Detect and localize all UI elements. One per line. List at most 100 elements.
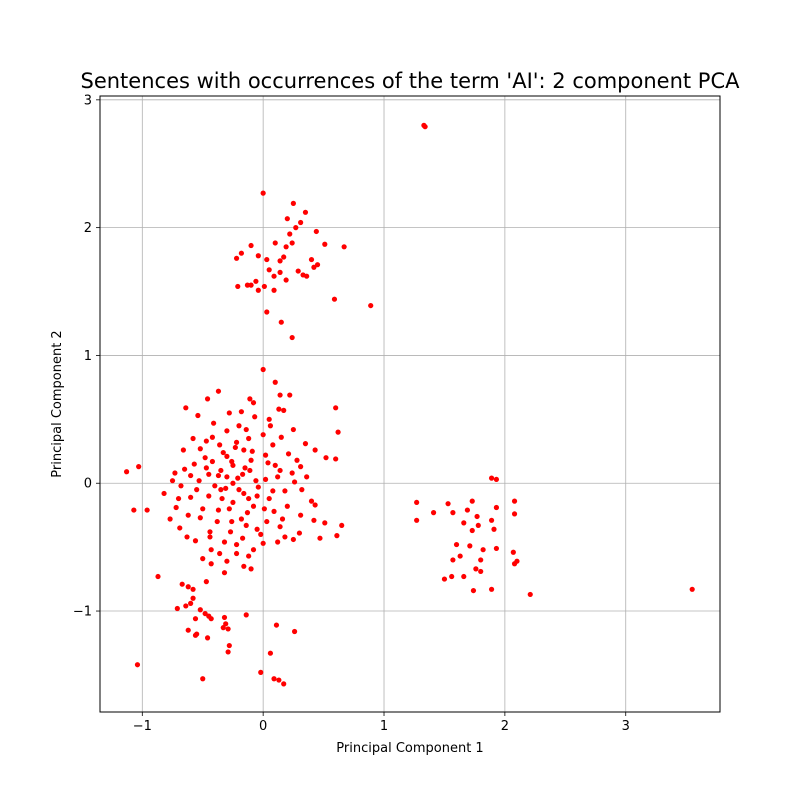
- scatter-point: [281, 254, 287, 260]
- scatter-point: [414, 517, 420, 523]
- scatter-point: [233, 550, 240, 557]
- scatter-point: [220, 625, 226, 631]
- scatter-point: [449, 573, 455, 580]
- scatter-point: [302, 209, 309, 215]
- scatter-point: [188, 472, 194, 479]
- scatter-point: [229, 518, 235, 525]
- scatter-point: [250, 400, 257, 406]
- scatter-point: [161, 490, 167, 497]
- scatter-point: [311, 264, 317, 270]
- scatter-point: [185, 512, 191, 518]
- scatter-point: [450, 510, 456, 516]
- scatter-point: [230, 499, 236, 506]
- scatter-point: [215, 388, 222, 394]
- scatter-point: [233, 439, 240, 445]
- scatter-point: [253, 278, 259, 284]
- scatter-point: [225, 649, 231, 655]
- scatter-point: [277, 392, 283, 398]
- scatter-point: [217, 442, 223, 448]
- scatter-point: [289, 240, 295, 246]
- scatter-point: [272, 379, 278, 385]
- scatter-point: [246, 553, 252, 559]
- scatter-point: [258, 669, 264, 675]
- scatter-point: [224, 474, 230, 480]
- scatter-point: [277, 258, 283, 264]
- scatter-point: [414, 499, 420, 506]
- scatter-point: [255, 484, 261, 490]
- scatter-point: [224, 558, 230, 564]
- scatter-point: [527, 591, 533, 598]
- scatter-point: [322, 520, 328, 526]
- scatter-point: [248, 242, 254, 249]
- scatter-point: [475, 522, 481, 529]
- scatter-point: [276, 677, 282, 683]
- scatter-point: [243, 426, 249, 433]
- scatter-point: [226, 410, 232, 416]
- grid-lines: [100, 96, 720, 712]
- scatter-point: [221, 539, 228, 545]
- scatter-point: [195, 412, 201, 419]
- scatter-point: [467, 543, 473, 549]
- scatter-point: [200, 556, 206, 562]
- scatter-point: [223, 621, 229, 627]
- scatter-point: [290, 426, 296, 433]
- scatter-point: [421, 122, 427, 128]
- scatter-point: [246, 435, 252, 442]
- scatter-point: [215, 507, 222, 513]
- scatter-point: [331, 296, 338, 302]
- scatter-point: [261, 506, 267, 512]
- scatter-point: [311, 517, 317, 523]
- scatter-point: [282, 488, 288, 494]
- scatter-point: [226, 642, 232, 649]
- scatter-point: [261, 283, 267, 290]
- y-axis-label: Principal Component 2: [50, 330, 65, 477]
- scatter-point: [308, 498, 315, 504]
- scatter-point: [284, 503, 290, 509]
- plot-frame: [99, 95, 721, 713]
- scatter-point: [206, 471, 212, 477]
- scatter-point: [445, 501, 451, 507]
- scatter-point: [218, 487, 224, 493]
- scatter-point: [457, 553, 463, 559]
- scatter-point: [260, 366, 266, 373]
- scatter-point: [304, 273, 310, 279]
- scatter-point: [167, 516, 173, 522]
- scatter-point: [144, 507, 150, 513]
- x-tick-label: 3: [622, 719, 630, 734]
- scatter-point: [271, 273, 277, 279]
- scatter-point: [271, 508, 277, 514]
- scatter-point: [308, 256, 315, 263]
- scatter-point: [178, 483, 184, 489]
- data-points: [123, 122, 695, 687]
- scatter-point: [190, 586, 196, 592]
- scatter-point: [240, 535, 246, 541]
- scatter-point: [255, 253, 261, 259]
- y-tick-label: 2: [84, 221, 92, 236]
- scatter-point: [232, 444, 238, 451]
- scatter-point: [281, 681, 287, 687]
- scatter-point: [192, 538, 199, 544]
- scatter-point: [491, 526, 497, 532]
- scatter-point: [511, 561, 518, 567]
- scatter-point: [190, 595, 196, 601]
- scatter-point: [179, 581, 185, 587]
- scatter-point: [243, 522, 249, 529]
- scatter-point: [218, 467, 224, 474]
- scatter-point: [478, 568, 484, 575]
- scatter-point: [304, 474, 310, 480]
- scatter-point: [183, 405, 189, 411]
- scatter-point: [240, 471, 246, 477]
- scatter-point: [493, 545, 500, 552]
- scatter-point: [134, 662, 141, 668]
- scatter-point: [235, 475, 241, 481]
- scatter-point: [248, 566, 254, 572]
- y-tick-label: 1: [84, 349, 92, 364]
- scatter-point: [267, 423, 274, 429]
- chart-title: Sentences with occurrences of the term '…: [81, 69, 741, 93]
- scatter-point: [177, 525, 183, 531]
- scatter-point: [277, 269, 283, 275]
- scatter-point: [290, 200, 296, 206]
- scatter-point: [283, 277, 289, 283]
- scatter-point: [464, 507, 471, 513]
